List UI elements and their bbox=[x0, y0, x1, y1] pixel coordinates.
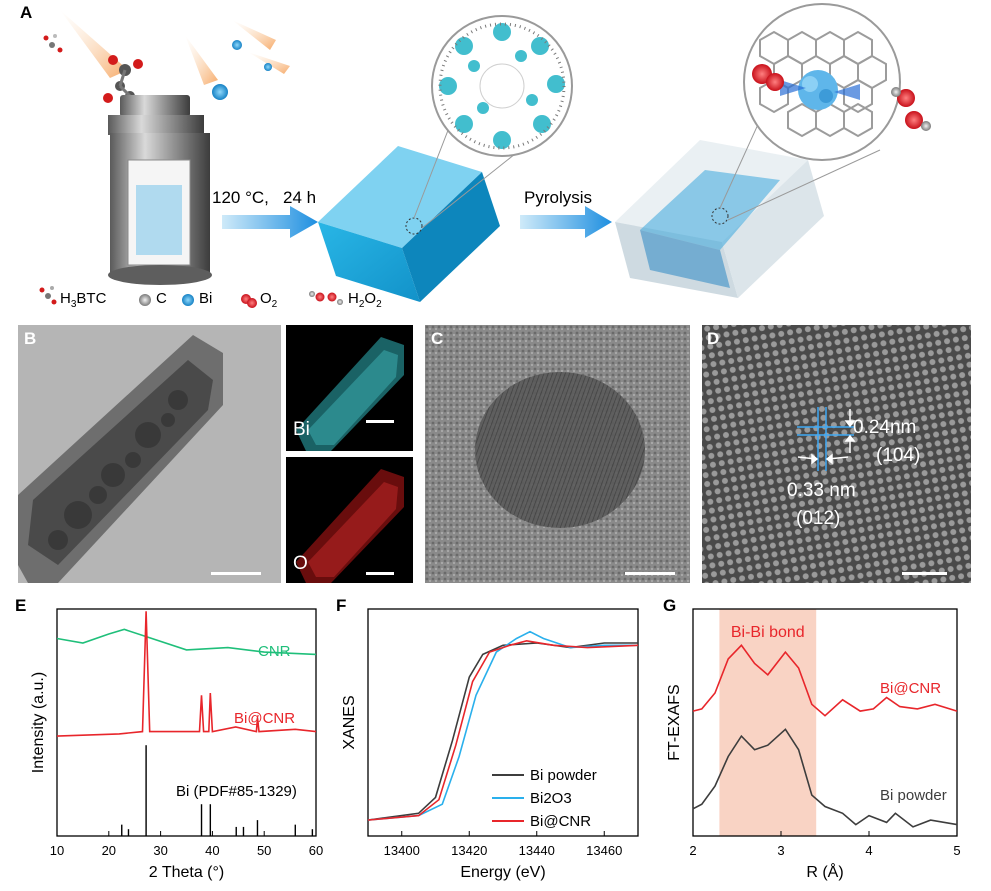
x-tick-label: 13440 bbox=[519, 843, 555, 858]
legend-label: Bi@CNR bbox=[530, 813, 591, 830]
mof-structure-zoom-icon bbox=[431, 15, 573, 157]
legend-label: Bi powder bbox=[530, 767, 597, 784]
y-axis-label: FT-EXAFS bbox=[666, 684, 683, 760]
series-line bbox=[56, 611, 317, 737]
x-tick-label: 13460 bbox=[586, 843, 622, 858]
panel-label-b: B bbox=[24, 329, 37, 348]
x-tick-label: 30 bbox=[153, 843, 167, 858]
bi-sphere-icon bbox=[212, 84, 228, 100]
x-tick-label: 13400 bbox=[384, 843, 420, 858]
legend-o2: O2 bbox=[260, 290, 278, 310]
series-label-cnr: CNR bbox=[258, 643, 291, 660]
eds-label-o: O bbox=[293, 553, 308, 574]
axes-frame bbox=[692, 608, 958, 837]
eds-map-o bbox=[286, 457, 413, 583]
h3btc-legend-icon bbox=[39, 286, 57, 305]
x-axis-label: R (Å) bbox=[806, 862, 843, 881]
x-tick-label: 40 bbox=[205, 843, 219, 858]
panel-label-f: F bbox=[336, 596, 347, 615]
carbon-legend-icon bbox=[139, 294, 151, 306]
h3btc-molecule-icon bbox=[103, 55, 143, 103]
series-line bbox=[367, 642, 638, 821]
arrow-icon bbox=[520, 206, 612, 238]
x-tick-label: 3 bbox=[777, 843, 784, 858]
panel-label-c: C bbox=[431, 329, 444, 348]
scale-bar bbox=[211, 572, 261, 575]
eds-label-bi: Bi bbox=[293, 419, 310, 440]
scale-bar bbox=[366, 420, 394, 423]
series-label-bi-cnr-g: Bi@CNR bbox=[880, 680, 941, 697]
step1-time-label: 24 h bbox=[283, 188, 317, 207]
panel-label-d: D bbox=[707, 329, 720, 348]
axes-frame bbox=[367, 608, 639, 837]
scale-bar bbox=[625, 572, 675, 575]
series-label-bi-cnr: Bi@CNR bbox=[234, 710, 295, 727]
step2-label: Pyrolysis bbox=[524, 188, 593, 207]
legend-h2o2: H2O2 bbox=[348, 290, 382, 310]
small-molecule-icon bbox=[43, 34, 63, 53]
scale-bar bbox=[902, 572, 947, 575]
synthesis-schematic bbox=[39, 3, 931, 308]
panel-label-g: G bbox=[663, 596, 677, 615]
x-axis-label: 2 Theta (°) bbox=[149, 864, 224, 881]
series-label-bi-powder-g: Bi powder bbox=[880, 787, 947, 804]
x-tick-label: 4 bbox=[865, 843, 872, 858]
graphene-zoom-icon bbox=[743, 3, 901, 161]
hrtem-image-d bbox=[702, 325, 971, 583]
bond-region-label: Bi-Bi bond bbox=[731, 624, 805, 641]
arrow-icon bbox=[222, 206, 318, 238]
lattice-spacing-1: 0.24nm bbox=[853, 417, 917, 438]
lattice-spacing-2: 0.33 nm bbox=[787, 480, 856, 501]
lattice-plane-2: (012) bbox=[796, 508, 841, 529]
h2o2-legend-icon bbox=[309, 291, 343, 305]
axes-frame bbox=[56, 608, 317, 837]
autoclave-icon bbox=[108, 95, 212, 285]
scale-bar bbox=[366, 572, 394, 575]
eds-map-bi bbox=[286, 325, 413, 451]
legend-label: Bi2O3 bbox=[530, 790, 572, 807]
x-tick-label: 5 bbox=[953, 843, 960, 858]
y-axis-label: XANES bbox=[341, 695, 358, 749]
x-tick-label: 13420 bbox=[451, 843, 487, 858]
series-line bbox=[367, 639, 639, 821]
lattice-plane-1: (104) bbox=[876, 445, 921, 466]
legend-h3btc: H3BTC bbox=[60, 290, 107, 310]
o2-molecule-icon bbox=[752, 64, 784, 91]
tem-image-b bbox=[18, 325, 281, 583]
bond-region-shade bbox=[719, 609, 817, 836]
panel-label-a: A bbox=[20, 3, 33, 22]
x-tick-label: 20 bbox=[102, 843, 116, 858]
x-tick-label: 60 bbox=[309, 843, 323, 858]
x-tick-label: 50 bbox=[257, 843, 271, 858]
h2o2-molecule-icon bbox=[891, 87, 931, 131]
panel-label-e: E bbox=[15, 596, 27, 615]
legend-c: C bbox=[156, 290, 167, 307]
legend-bi: Bi bbox=[199, 290, 213, 307]
bi-cnr-rod-icon bbox=[615, 140, 824, 298]
x-axis-label: Energy (eV) bbox=[460, 864, 545, 881]
series-line bbox=[367, 630, 638, 821]
x-tick-label: 2 bbox=[689, 843, 696, 858]
series-line bbox=[692, 644, 958, 717]
reference-label: Bi (PDF#85-1329) bbox=[176, 783, 297, 800]
y-axis-label: Intensity (a.u.) bbox=[30, 672, 47, 773]
bi-legend-icon bbox=[182, 294, 194, 306]
x-tick-label: 10 bbox=[50, 843, 64, 858]
step1-label: 120 °C, bbox=[212, 188, 269, 207]
series-line bbox=[692, 728, 958, 828]
o2-legend-icon bbox=[241, 294, 257, 308]
hrtem-image-c bbox=[425, 325, 690, 583]
mof-rod-icon bbox=[318, 146, 500, 302]
